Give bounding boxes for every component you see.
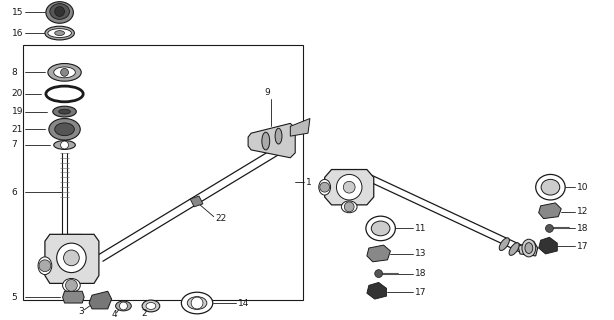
Ellipse shape xyxy=(55,123,74,136)
Ellipse shape xyxy=(146,302,156,309)
Text: 20: 20 xyxy=(12,90,23,99)
Text: 2: 2 xyxy=(141,309,147,318)
Circle shape xyxy=(375,270,383,277)
Ellipse shape xyxy=(535,174,565,200)
Ellipse shape xyxy=(48,29,71,37)
Ellipse shape xyxy=(341,201,357,213)
Circle shape xyxy=(343,181,355,193)
Ellipse shape xyxy=(38,257,52,275)
Polygon shape xyxy=(89,291,112,309)
Circle shape xyxy=(320,182,330,192)
Ellipse shape xyxy=(371,221,390,236)
Text: 16: 16 xyxy=(12,28,23,37)
Ellipse shape xyxy=(187,297,207,309)
Circle shape xyxy=(55,7,64,16)
Text: 3: 3 xyxy=(79,308,84,316)
Ellipse shape xyxy=(53,106,76,117)
Polygon shape xyxy=(325,170,374,205)
Text: 11: 11 xyxy=(415,224,427,233)
Ellipse shape xyxy=(181,292,213,314)
Ellipse shape xyxy=(54,140,76,149)
Text: 7: 7 xyxy=(12,140,17,149)
Circle shape xyxy=(120,302,127,310)
Ellipse shape xyxy=(54,67,76,78)
Text: 15: 15 xyxy=(12,8,23,17)
Text: 14: 14 xyxy=(238,299,250,308)
Polygon shape xyxy=(538,237,558,254)
Ellipse shape xyxy=(50,4,69,19)
Circle shape xyxy=(545,225,553,232)
Bar xyxy=(23,45,303,300)
Polygon shape xyxy=(367,283,386,299)
Polygon shape xyxy=(190,196,203,207)
Circle shape xyxy=(66,279,77,291)
Text: 8: 8 xyxy=(12,68,17,77)
Text: 4: 4 xyxy=(112,310,117,319)
Text: 13: 13 xyxy=(415,250,427,259)
Ellipse shape xyxy=(55,31,64,36)
Ellipse shape xyxy=(63,278,80,292)
Circle shape xyxy=(191,297,203,309)
Circle shape xyxy=(336,174,362,200)
Ellipse shape xyxy=(522,239,535,257)
Ellipse shape xyxy=(525,243,533,253)
Text: 17: 17 xyxy=(415,288,427,297)
Text: 6: 6 xyxy=(12,188,17,196)
Ellipse shape xyxy=(48,63,81,81)
Ellipse shape xyxy=(45,26,74,40)
Ellipse shape xyxy=(275,128,282,144)
Text: 18: 18 xyxy=(577,224,588,233)
Circle shape xyxy=(39,260,51,272)
Text: 1: 1 xyxy=(306,178,312,187)
Text: 10: 10 xyxy=(577,183,588,192)
Polygon shape xyxy=(63,291,84,303)
Polygon shape xyxy=(518,241,538,256)
Ellipse shape xyxy=(262,132,270,150)
Circle shape xyxy=(64,250,79,266)
Ellipse shape xyxy=(499,238,510,251)
Polygon shape xyxy=(367,245,391,262)
Polygon shape xyxy=(538,203,561,219)
Ellipse shape xyxy=(49,118,80,140)
Ellipse shape xyxy=(541,179,560,195)
Ellipse shape xyxy=(59,109,71,114)
Text: 17: 17 xyxy=(577,242,588,251)
Ellipse shape xyxy=(46,2,74,23)
Text: 19: 19 xyxy=(12,107,23,116)
Text: 21: 21 xyxy=(12,125,23,134)
Polygon shape xyxy=(45,234,99,284)
Polygon shape xyxy=(290,118,310,136)
Circle shape xyxy=(61,68,69,76)
Text: 18: 18 xyxy=(415,269,427,278)
Ellipse shape xyxy=(142,300,160,312)
Polygon shape xyxy=(248,124,295,158)
Text: 9: 9 xyxy=(265,88,271,98)
Circle shape xyxy=(344,202,354,212)
Ellipse shape xyxy=(46,86,83,102)
Ellipse shape xyxy=(319,179,330,195)
Text: 12: 12 xyxy=(577,207,588,216)
Ellipse shape xyxy=(366,216,395,241)
Text: 22: 22 xyxy=(216,214,227,223)
Circle shape xyxy=(61,141,69,149)
Ellipse shape xyxy=(115,301,131,311)
Circle shape xyxy=(56,243,86,273)
Text: 5: 5 xyxy=(12,292,17,302)
Ellipse shape xyxy=(509,243,519,255)
